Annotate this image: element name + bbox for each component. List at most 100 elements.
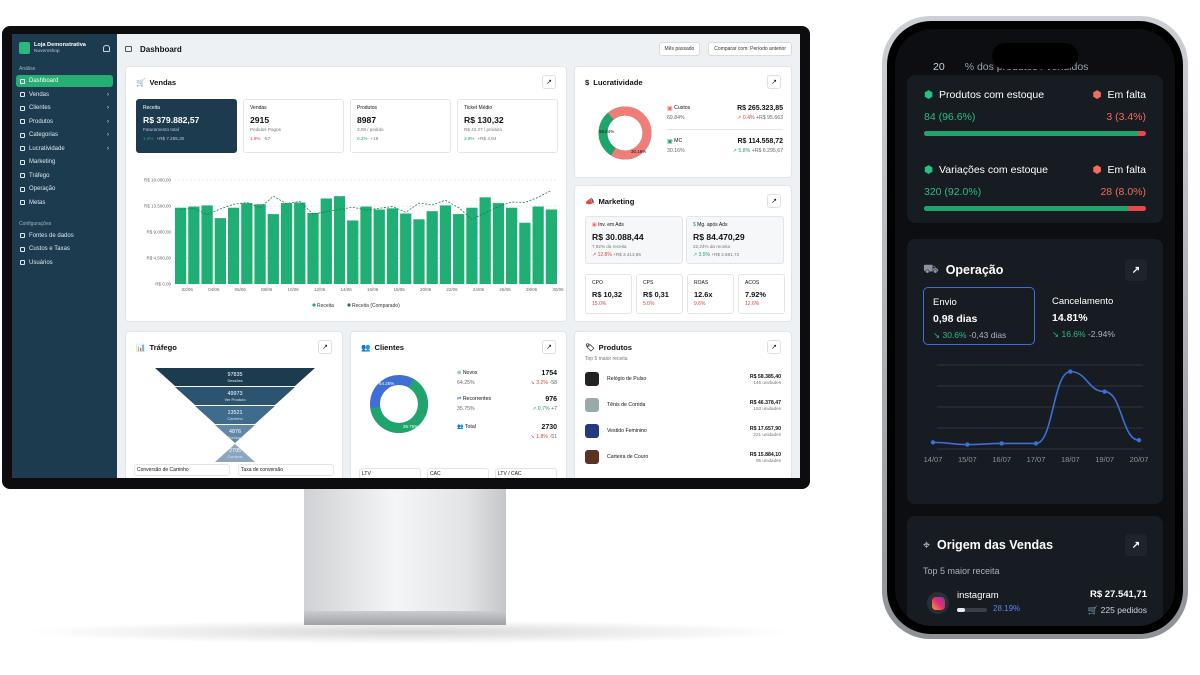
sidebar-item-2[interactable]: Clientes › (16, 102, 113, 114)
funnel-label: Comprar (227, 454, 243, 459)
sidebar-config-item-1[interactable]: Custos e Taxas (16, 243, 113, 255)
line-point[interactable] (930, 440, 936, 445)
expand-icon[interactable]: ↗ (318, 340, 332, 354)
nav-icon (20, 233, 25, 238)
funnel-stage[interactable] (175, 387, 295, 405)
bar-receita[interactable] (492, 203, 505, 284)
sidebar-item-label: Usuários (29, 259, 53, 266)
cancelamento-tile[interactable]: Cancelamento 14.81% ↘ 16.6% -2.94% (1052, 296, 1115, 339)
bar-receita[interactable] (466, 207, 478, 284)
bar-receita[interactable] (532, 206, 544, 284)
bar-receita[interactable] (400, 213, 412, 284)
sidebar-config-item-2[interactable]: Usuários (16, 257, 113, 269)
expand-icon[interactable]: ↗ (767, 194, 781, 208)
product-row[interactable]: Tênis de Corrida R$ 46.378,47 153 unidades (585, 392, 781, 418)
bar-receita[interactable] (347, 220, 359, 284)
bar-receita[interactable] (307, 212, 319, 284)
bar-receita[interactable] (188, 206, 200, 284)
bar-receita[interactable] (360, 206, 372, 284)
bar-receita[interactable] (214, 218, 226, 284)
clientes-foot-2[interactable]: LTV / CAC (495, 468, 557, 478)
line-point[interactable] (1136, 437, 1142, 443)
expand-icon[interactable]: ↗ (1125, 259, 1147, 281)
marketing-metric-0[interactable]: CPO R$ 10,32 15.0% (585, 274, 632, 314)
line-point[interactable] (965, 442, 970, 447)
vendas-kpi-3[interactable]: Ticket Médio R$ 130,32 R$ 42,27 / produto 3… (457, 99, 558, 153)
bar-receita[interactable] (227, 207, 240, 284)
bar-receita[interactable] (479, 197, 491, 284)
bar-receita[interactable] (519, 222, 531, 284)
bar-receita[interactable] (373, 209, 385, 284)
vendas-kpi-0[interactable]: Receita R$ 379.882,57 Faturamento total 1.9… (136, 99, 237, 153)
bar-receita[interactable] (439, 205, 452, 284)
tag-icon: 🏷 (585, 342, 595, 352)
sidebar-item-1[interactable]: Vendas › (16, 89, 113, 101)
expand-icon[interactable]: ↗ (767, 340, 781, 354)
sidebar-item-8[interactable]: Operação (16, 183, 113, 195)
funnel-stage[interactable] (215, 444, 255, 462)
vendas-kpi-1[interactable]: Vendas 2915 Pedidos Pagos 1.9% -57 (243, 99, 344, 153)
sidebar-item-3[interactable]: Produtos › (16, 116, 113, 128)
sidebar-item-5[interactable]: Lucratividade › (16, 143, 113, 155)
compare-button[interactable]: Comparar com: Período anterior (708, 42, 792, 56)
product-row[interactable]: Relógio de Pulso R$ 58.385,40 146 unidades (585, 366, 781, 392)
mg-ads-kpi: $ Mg. após Ads R$ 84.470,29 22,24% da re… (686, 216, 784, 264)
sidebar-toggle-icon[interactable] (125, 46, 132, 52)
expand-icon[interactable]: ↗ (767, 75, 781, 89)
bar-receita[interactable] (175, 207, 187, 284)
bar-receita[interactable] (333, 196, 346, 284)
bar-receita[interactable] (280, 203, 293, 284)
wallet-icon (585, 450, 599, 464)
section-label-config: Configurações (19, 220, 52, 227)
envio-tile[interactable]: Envio 0,98 dias ↘ 30.6% -0,43 dias (923, 287, 1035, 345)
var-falta-value: 28 (8.0%) (1100, 186, 1146, 198)
sidebar-item-6[interactable]: Marketing (16, 156, 113, 168)
expand-icon[interactable]: ↗ (1125, 534, 1147, 556)
expand-icon[interactable]: ↗ (542, 340, 556, 354)
sidebar-item-label: Fontes de dados (29, 232, 74, 239)
bar-receita[interactable] (254, 204, 266, 284)
sidebar-item-label: Vendas (29, 91, 50, 98)
bar-receita[interactable] (386, 208, 399, 284)
clientes-foot-1[interactable]: CAC (427, 468, 489, 478)
line-point[interactable] (999, 441, 1004, 446)
bar-receita[interactable] (201, 205, 213, 284)
funnel-stage[interactable] (155, 368, 315, 386)
funnel-stage[interactable] (195, 406, 275, 424)
line-point[interactable] (1033, 441, 1039, 446)
bar-receita[interactable] (426, 211, 438, 284)
sidebar-config-item-0[interactable]: Fontes de dados (16, 230, 113, 242)
bar-receita[interactable] (294, 202, 306, 284)
marketing-metric-3[interactable]: ACOS 7.92% 12.6% (738, 274, 785, 314)
product-value: R$ 15.884,10 (749, 451, 781, 458)
sidebar-item-4[interactable]: Categorias › (16, 129, 113, 141)
sidebar-item-0[interactable]: Dashboard (16, 75, 113, 87)
recorrentes-label: Recorrentes (462, 396, 492, 402)
expand-icon[interactable]: ↗ (542, 75, 556, 89)
product-row[interactable]: Vestido Feminino R$ 17.657,90 221 unidades (585, 418, 781, 444)
funnel-stage[interactable] (215, 425, 255, 443)
sidebar-item-9[interactable]: Metas (16, 197, 113, 209)
kpi-sub: Pedidos Pagos (250, 127, 281, 132)
users-icon: 👥 (361, 342, 371, 352)
line-point[interactable] (1068, 369, 1073, 374)
chevron-right-icon: › (107, 91, 109, 98)
product-row[interactable]: Carteira de Couro R$ 15.884,10 95 unidades (585, 444, 781, 470)
marketing-metric-1[interactable]: CPS R$ 0,31 5.0% (636, 274, 683, 314)
bar-receita[interactable] (545, 209, 557, 284)
bar-receita[interactable] (413, 219, 425, 284)
marketing-metric-2[interactable]: ROAS 12.6x 9.6% (687, 274, 734, 314)
kpi-change: 0.2% +16 (357, 136, 379, 141)
vendas-kpi-2[interactable]: Produtos 8987 3,08 / pedido 0.2% +16 (350, 99, 451, 153)
bar-receita[interactable] (453, 214, 465, 284)
legend-dot (347, 303, 351, 307)
bar-receita[interactable] (241, 203, 253, 284)
period-button[interactable]: Mês passado (658, 42, 701, 56)
line-point[interactable] (1102, 389, 1107, 394)
sidebar-item-7[interactable]: Tráfego (16, 170, 113, 182)
bar-receita[interactable] (506, 207, 518, 284)
bar-receita[interactable] (267, 214, 279, 284)
clientes-foot-0[interactable]: LTV (359, 468, 421, 478)
bar-receita[interactable] (320, 198, 332, 284)
bell-icon[interactable] (103, 44, 110, 52)
